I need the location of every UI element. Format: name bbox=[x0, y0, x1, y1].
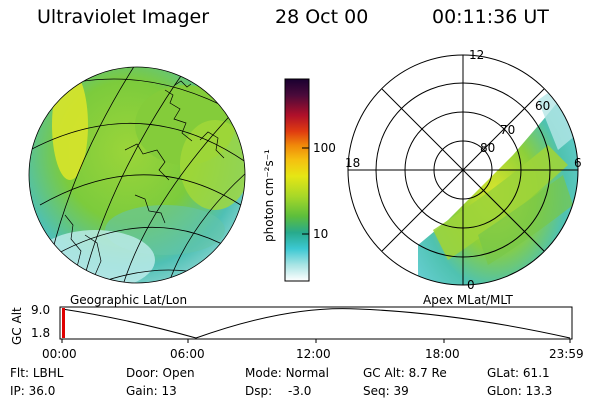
colorbar-tick-10: 10 bbox=[313, 227, 329, 241]
timeline-xtick-0600: 06:00 bbox=[170, 347, 205, 361]
info-gc-alt: GC Alt: 8.7 Re bbox=[363, 366, 447, 380]
info-seq: Seq: 39 bbox=[363, 384, 409, 398]
info-gain: Gain: 13 bbox=[126, 384, 177, 398]
mlat-label-60: 60 bbox=[535, 99, 550, 113]
timeline-xtick-1200: 12:00 bbox=[296, 347, 331, 361]
mlt-label-12: 12 bbox=[469, 48, 484, 62]
timeline-xtick-2359: 23:59 bbox=[549, 347, 584, 361]
geographic-map bbox=[28, 66, 246, 284]
timeline-xtick-0000: 00:00 bbox=[42, 347, 77, 361]
colorbar-tick-100: 100 bbox=[313, 141, 336, 155]
left-map-caption: Geographic Lat/Lon bbox=[70, 293, 188, 307]
mlt-label-0: 0 bbox=[467, 278, 475, 292]
right-map-caption: Apex MLat/MLT bbox=[423, 293, 513, 307]
altitude-timeline bbox=[59, 306, 573, 343]
timeline-ytick-1-8: 1.8 bbox=[31, 326, 51, 340]
colorbar-unit-label: photon cm⁻²s⁻¹ bbox=[262, 149, 276, 242]
mlt-label-6: 6 bbox=[574, 156, 582, 170]
info-glon: GLon: 13.3 bbox=[487, 384, 553, 398]
colorbar bbox=[284, 78, 310, 282]
mlat-label-80: 80 bbox=[480, 141, 495, 155]
current-time-marker bbox=[62, 308, 65, 338]
info-door: Door: Open bbox=[126, 366, 195, 380]
mlat-label-70: 70 bbox=[500, 123, 515, 137]
timeline-axis-label: GC Alt bbox=[10, 307, 24, 345]
info-flt: Flt: LBHL bbox=[10, 366, 64, 380]
mlt-label-18: 18 bbox=[345, 156, 360, 170]
info-mode: Mode: Normal bbox=[245, 366, 329, 380]
info-ip: IP: 36.0 bbox=[10, 384, 56, 398]
app-title: Ultraviolet Imager bbox=[37, 6, 210, 28]
apex-polar-map: 12 18 6 0 80 70 60 bbox=[345, 48, 582, 292]
time-readout: 00:11:36 UT bbox=[432, 6, 549, 28]
timeline-xtick-1800: 18:00 bbox=[425, 347, 460, 361]
info-dsp: Dsp: -3.0 bbox=[245, 384, 312, 398]
date-readout: 28 Oct 00 bbox=[275, 6, 369, 28]
info-glat: GLat: 61.1 bbox=[487, 366, 550, 380]
timeline-ytick-9: 9.0 bbox=[31, 303, 51, 317]
